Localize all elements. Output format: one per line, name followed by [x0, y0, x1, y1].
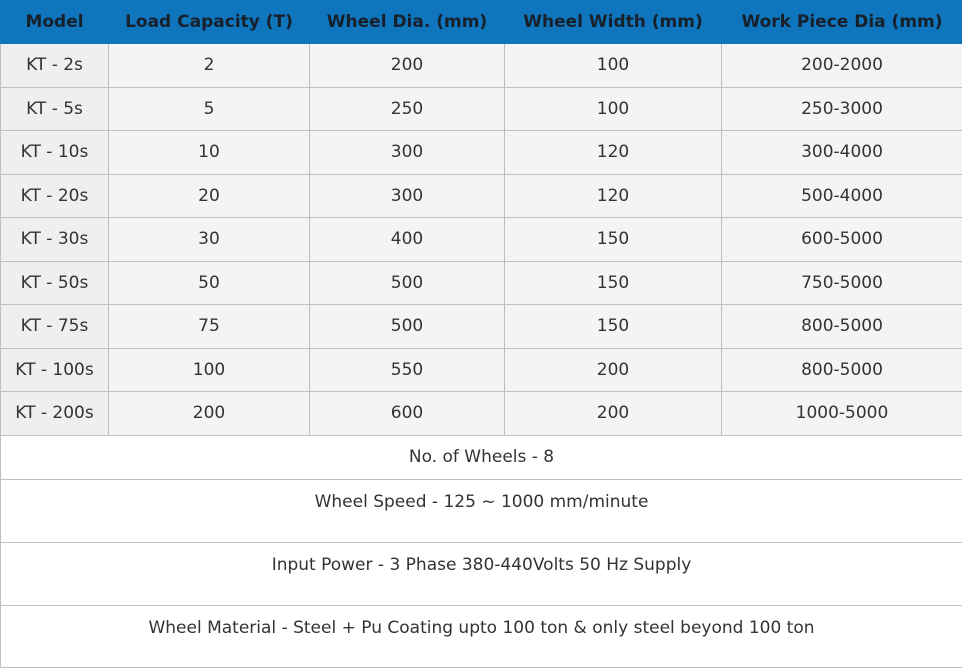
cell-wheel-dia: 500 — [310, 261, 505, 305]
cell-model: KT - 20s — [1, 174, 109, 218]
cell-wheel-width: 120 — [505, 131, 722, 175]
cell-load-capacity: 50 — [109, 261, 310, 305]
table-row: KT - 30s 30 400 150 600-5000 — [1, 218, 962, 262]
table-row: KT - 100s 100 550 200 800-5000 — [1, 348, 962, 392]
cell-work-piece-dia: 800-5000 — [722, 305, 962, 349]
cell-wheel-dia: 600 — [310, 392, 505, 436]
cell-wheel-dia: 250 — [310, 87, 505, 131]
cell-work-piece-dia: 800-5000 — [722, 348, 962, 392]
cell-wheel-dia: 500 — [310, 305, 505, 349]
table-row: KT - 20s 20 300 120 500-4000 — [1, 174, 962, 218]
header-model: Model — [1, 1, 109, 44]
cell-work-piece-dia: 750-5000 — [722, 261, 962, 305]
header-wheel-width: Wheel Width (mm) — [505, 1, 722, 44]
table-row: KT - 2s 2 200 100 200-2000 — [1, 44, 962, 88]
cell-wheel-dia: 200 — [310, 44, 505, 88]
cell-wheel-dia: 550 — [310, 348, 505, 392]
cell-model: KT - 50s — [1, 261, 109, 305]
cell-wheel-width: 200 — [505, 348, 722, 392]
table-row: KT - 75s 75 500 150 800-5000 — [1, 305, 962, 349]
cell-wheel-width: 150 — [505, 218, 722, 262]
cell-load-capacity: 75 — [109, 305, 310, 349]
cell-model: KT - 30s — [1, 218, 109, 262]
table-row: KT - 50s 50 500 150 750-5000 — [1, 261, 962, 305]
header-load-capacity: Load Capacity (T) — [109, 1, 310, 44]
note-wheel-speed: Wheel Speed - 125 ~ 1000 mm/minute — [1, 479, 962, 542]
cell-work-piece-dia: 600-5000 — [722, 218, 962, 262]
cell-wheel-width: 150 — [505, 305, 722, 349]
note-row-power: Input Power - 3 Phase 380-440Volts 50 Hz… — [1, 542, 962, 605]
note-wheel-material: Wheel Material - Steel + Pu Coating upto… — [1, 605, 962, 667]
cell-wheel-dia: 300 — [310, 174, 505, 218]
header-work-piece-dia: Work Piece Dia (mm) — [722, 1, 962, 44]
cell-work-piece-dia: 250-3000 — [722, 87, 962, 131]
cell-load-capacity: 2 — [109, 44, 310, 88]
table-body: KT - 2s 2 200 100 200-2000 KT - 5s 5 250… — [1, 44, 962, 668]
cell-wheel-width: 200 — [505, 392, 722, 436]
cell-load-capacity: 10 — [109, 131, 310, 175]
cell-load-capacity: 200 — [109, 392, 310, 436]
cell-load-capacity: 20 — [109, 174, 310, 218]
cell-work-piece-dia: 500-4000 — [722, 174, 962, 218]
table-row: KT - 200s 200 600 200 1000-5000 — [1, 392, 962, 436]
cell-wheel-dia: 300 — [310, 131, 505, 175]
note-row-speed: Wheel Speed - 125 ~ 1000 mm/minute — [1, 479, 962, 542]
cell-model: KT - 200s — [1, 392, 109, 436]
header-row: Model Load Capacity (T) Wheel Dia. (mm) … — [1, 1, 962, 44]
cell-wheel-dia: 400 — [310, 218, 505, 262]
table-row: KT - 10s 10 300 120 300-4000 — [1, 131, 962, 175]
note-input-power: Input Power - 3 Phase 380-440Volts 50 Hz… — [1, 542, 962, 605]
header-wheel-dia: Wheel Dia. (mm) — [310, 1, 505, 44]
cell-wheel-width: 100 — [505, 87, 722, 131]
cell-wheel-width: 150 — [505, 261, 722, 305]
cell-model: KT - 5s — [1, 87, 109, 131]
cell-wheel-width: 120 — [505, 174, 722, 218]
cell-load-capacity: 100 — [109, 348, 310, 392]
cell-wheel-width: 100 — [505, 44, 722, 88]
cell-model: KT - 10s — [1, 131, 109, 175]
table-header: Model Load Capacity (T) Wheel Dia. (mm) … — [1, 1, 962, 44]
cell-work-piece-dia: 1000-5000 — [722, 392, 962, 436]
table-row: KT - 5s 5 250 100 250-3000 — [1, 87, 962, 131]
cell-model: KT - 75s — [1, 305, 109, 349]
note-wheel-count: No. of Wheels - 8 — [1, 435, 962, 479]
cell-model: KT - 2s — [1, 44, 109, 88]
cell-work-piece-dia: 200-2000 — [722, 44, 962, 88]
cell-load-capacity: 30 — [109, 218, 310, 262]
cell-model: KT - 100s — [1, 348, 109, 392]
cell-load-capacity: 5 — [109, 87, 310, 131]
note-row-wheels: No. of Wheels - 8 — [1, 435, 962, 479]
cell-work-piece-dia: 300-4000 — [722, 131, 962, 175]
note-row-material: Wheel Material - Steel + Pu Coating upto… — [1, 605, 962, 667]
